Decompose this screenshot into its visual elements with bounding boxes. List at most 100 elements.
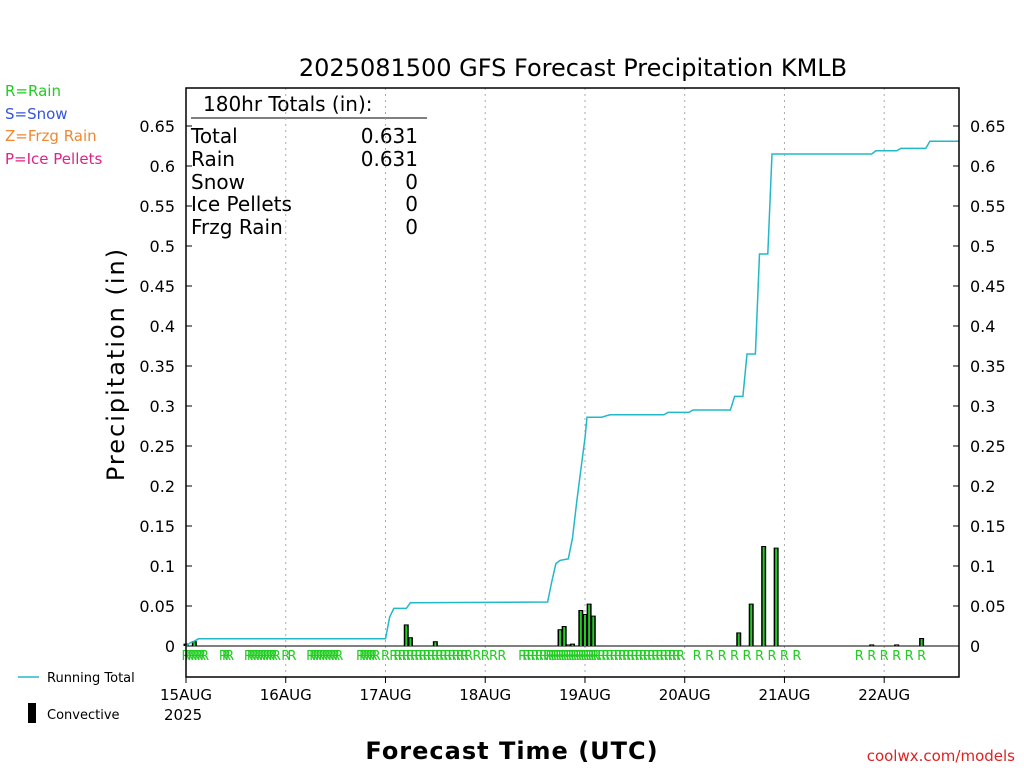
ptype-marker-r: R	[460, 649, 469, 664]
convective-bar	[565, 644, 571, 646]
ptype-marker-r: R	[381, 649, 390, 664]
ptype-marker-r: R	[730, 649, 739, 664]
ptype-marker-r: R	[597, 649, 606, 664]
ptype-marker-r: R	[443, 649, 452, 664]
y-tick-label-right: 0.2	[970, 477, 995, 496]
ptype-marker-r: R	[269, 649, 278, 664]
ptype-marker-r: R	[630, 649, 639, 664]
rain-bar-fill	[588, 604, 591, 646]
ptype-marker-r: R	[626, 649, 635, 664]
rain-bar-fill	[583, 615, 586, 646]
totals-value-rain: 0.631	[361, 147, 418, 171]
rain-bar-fill	[563, 627, 566, 646]
ptype-marker-r: R	[522, 649, 531, 664]
y-tick-label-left: 0	[165, 637, 175, 656]
ptype-marker-r: R	[427, 649, 436, 664]
ptype-marker-r: R	[439, 649, 448, 664]
ptype-marker-r: R	[456, 649, 465, 664]
ptype-marker-r: R	[402, 649, 411, 664]
rain-bar-fill	[775, 548, 778, 646]
y-tick-label-left: 0.65	[139, 117, 175, 136]
ptype-marker-r: R	[855, 649, 864, 664]
ptype-marker-r: R	[560, 649, 569, 664]
totals-value-total: 0.631	[361, 124, 418, 148]
ptype-marker-r: R	[365, 649, 374, 664]
y-tick-label-right: 0	[970, 637, 980, 656]
ptype-marker-r: R	[316, 649, 325, 664]
y-tick-label-right: 0.1	[970, 557, 995, 576]
ptype-marker-r: R	[580, 649, 589, 664]
y-tick-label-right: 0.25	[970, 437, 1006, 456]
ptype-marker-r: R	[664, 649, 673, 664]
ptype-marker-r: R	[618, 649, 627, 664]
ptype-marker-r: R	[200, 649, 209, 664]
chart-title: 2025081500 GFS Forecast Precipitation KM…	[299, 54, 847, 82]
ptype-marker-r: R	[423, 649, 432, 664]
x-tick-label: 21AUG	[758, 686, 810, 704]
convective-bar	[894, 644, 900, 646]
legend-frzg-rain: Z=Frzg Rain	[5, 127, 97, 145]
x-tick-label: 20AUG	[659, 686, 711, 704]
ptype-marker-r: R	[481, 649, 490, 664]
ptype-marker-r: R	[634, 649, 643, 664]
ptype-marker-r: R	[489, 649, 498, 664]
x-axis-label: Forecast Time (UTC)	[365, 737, 658, 765]
ptype-marker-r: R	[452, 649, 461, 664]
ptype-marker-r: R	[325, 649, 334, 664]
ptype-marker-r: R	[548, 649, 557, 664]
totals-label-ice-pellets: Ice Pellets	[191, 192, 292, 216]
ptype-marker-r: R	[309, 649, 318, 664]
ptype-marker-r: R	[570, 649, 579, 664]
ptype-marker-r: R	[312, 649, 321, 664]
y-tick-label-left: 0.5	[150, 237, 175, 256]
totals-header: 180hr Totals (in):	[203, 92, 373, 116]
ptype-marker-r: R	[867, 649, 876, 664]
rain-bar-fill	[750, 604, 753, 646]
totals-value-frzg-rain: 0	[405, 215, 418, 239]
ptype-marker-r: R	[185, 649, 194, 664]
ptype-marker-r: R	[601, 649, 610, 664]
y-tick-label-left: 0.2	[150, 477, 175, 496]
ptype-marker-r: R	[676, 649, 685, 664]
y-tick-label-left: 0.55	[139, 197, 175, 216]
ptype-marker-r: R	[792, 649, 801, 664]
plot-layer: 15AUG 2025 16AUG 17AUG 18AUG 19AUG 20AUG 21AUG 2…	[139, 87, 1006, 724]
ptype-marker-r: R	[431, 649, 440, 664]
totals-box: 180hr Totals (in): Total 0.631 Rain 0.63…	[190, 92, 427, 239]
x-tick-label: 19AUG	[559, 686, 611, 704]
ptype-marker-r: R	[531, 649, 540, 664]
y-tick-label-right: 0.65	[970, 117, 1006, 136]
ptype-marker-r: R	[259, 649, 268, 664]
ptype-marker-r: R	[575, 649, 584, 664]
ptype-marker-r: R	[693, 649, 702, 664]
ptype-marker-r: R	[622, 649, 631, 664]
ptype-marker-r: R	[372, 649, 381, 664]
y-tick-label-right: 0.55	[970, 197, 1006, 216]
ptype-marker-r: R	[585, 649, 594, 664]
rain-bar-fill	[567, 645, 570, 646]
ptype-marker-r: R	[447, 649, 456, 664]
ptype-marker-r: R	[718, 649, 727, 664]
convective-bar	[869, 644, 875, 646]
ptype-marker-r: R	[250, 649, 259, 664]
legend-convective-swatch	[28, 703, 36, 723]
ptype-marker-r: R	[556, 649, 565, 664]
ptype-marker-r: R	[558, 649, 567, 664]
ptype-marker-r: R	[253, 649, 262, 664]
totals-label-frzg-rain: Frzg Rain	[191, 215, 283, 239]
ptype-marker-r: R	[225, 649, 234, 664]
rain-bar-fill	[405, 625, 408, 646]
totals-value-ice-pellets: 0	[405, 192, 418, 216]
totals-label-total: Total	[190, 124, 238, 148]
ptype-marker-r: R	[194, 649, 203, 664]
rain-bar-fill	[762, 547, 765, 646]
totals-label-snow: Snow	[191, 170, 245, 194]
ptype-marker-r: R	[614, 649, 623, 664]
rain-bar-fill	[579, 611, 582, 646]
ptype-marker-r: R	[263, 649, 272, 664]
ptype-marker-r: R	[553, 649, 562, 664]
rain-bar-fill	[592, 616, 595, 646]
y-tick-label-left: 0.45	[139, 277, 175, 296]
